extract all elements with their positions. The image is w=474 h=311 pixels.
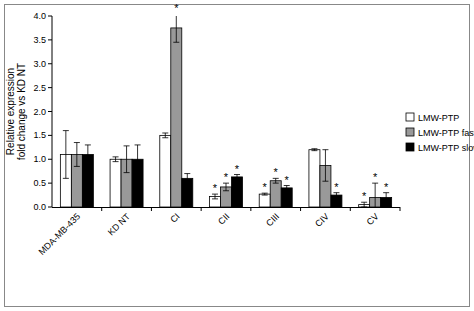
error-bar [311, 149, 317, 151]
significance: * [285, 174, 290, 186]
bar [232, 177, 243, 207]
error-bar [223, 183, 229, 191]
significance: * [263, 181, 268, 193]
error-bar [322, 150, 328, 182]
significance: * [174, 2, 179, 14]
legend-label: LMW-PTP slow [418, 143, 474, 153]
error-bar [173, 16, 179, 42]
error-bar [262, 193, 268, 195]
significance: * [384, 181, 389, 193]
y-axis-label: Relative expression [5, 68, 16, 155]
y-tick-label: 1.0 [33, 154, 46, 164]
x-tick [201, 207, 202, 211]
y-tick-label: 3.5 [33, 35, 46, 45]
error-bar [74, 143, 80, 167]
y-tick [48, 159, 52, 160]
y-tick [48, 183, 52, 184]
x-tick-label: CIV [313, 211, 331, 229]
y-tick [48, 87, 52, 88]
frame [5, 5, 470, 307]
y-tick [48, 111, 52, 112]
bar [281, 188, 292, 207]
error-bar [273, 178, 279, 183]
bar [270, 181, 281, 207]
x-axis [52, 207, 400, 208]
y-tick [48, 135, 52, 136]
y-tick-label: 0.5 [33, 178, 46, 188]
significance: * [334, 181, 339, 193]
significance: * [224, 171, 229, 183]
y-tick [48, 39, 52, 40]
y-tick-label: 2.0 [33, 107, 46, 117]
x-tick-label: CII [216, 211, 231, 226]
x-tick [350, 207, 351, 211]
bar [160, 135, 171, 207]
bar [309, 150, 320, 207]
x-tick-label: MDA-MB-435 [37, 211, 83, 257]
significance: * [274, 166, 279, 178]
error-bar [372, 183, 378, 207]
legend-swatch [406, 113, 414, 121]
significance: * [362, 190, 367, 202]
annotations: * * * * * * * * * * * [174, 2, 389, 203]
y-tick-label: 3.0 [33, 59, 46, 69]
error-bar [212, 194, 218, 199]
error-bar [162, 133, 168, 138]
legend-swatch [406, 143, 414, 151]
y-tick [48, 16, 52, 17]
significance: * [213, 182, 218, 194]
error-bar [234, 175, 240, 180]
bar [259, 194, 270, 207]
y-tick [48, 207, 52, 208]
legend-swatch [406, 128, 414, 136]
y-tick [48, 63, 52, 64]
error-bar [113, 157, 119, 162]
significance: * [235, 163, 240, 175]
x-tick [151, 207, 152, 211]
x-tick-label: KD NT [106, 211, 133, 238]
chart: 0.0 0.5 1.0 1.5 2.0 2.5 3.0 3.5 4.0 Relative expr… [0, 0, 474, 311]
error-bar [63, 131, 69, 179]
error-bar [85, 145, 91, 164]
x-tick [300, 207, 301, 211]
y-tick-label: 1.5 [33, 130, 46, 140]
error-bar [333, 193, 339, 198]
error-bar [124, 146, 130, 173]
x-tick-label: CV [365, 211, 381, 227]
error-bar [184, 174, 190, 184]
significance: * [373, 171, 378, 183]
bars [60, 16, 391, 207]
y-axis-label: fold change vs KD NT [16, 63, 27, 160]
error-bar [135, 145, 141, 174]
x-tick [101, 207, 102, 211]
legend-label: LMW-PTP [418, 113, 459, 123]
y-tick-label: 4.0 [33, 11, 46, 21]
error-bar [383, 193, 389, 203]
x-tick-label: CI [168, 211, 181, 224]
error-bar [284, 186, 290, 191]
bar [110, 159, 121, 207]
legend-label: LMW-PTP fast [418, 128, 474, 138]
error-bar [361, 202, 367, 207]
bar [171, 28, 182, 207]
y-tick-label: 0.0 [33, 202, 46, 212]
x-tick [400, 207, 401, 211]
x-tick-label: CIII [264, 211, 281, 228]
y-tick-label: 2.5 [33, 83, 46, 93]
x-tick [250, 207, 251, 211]
